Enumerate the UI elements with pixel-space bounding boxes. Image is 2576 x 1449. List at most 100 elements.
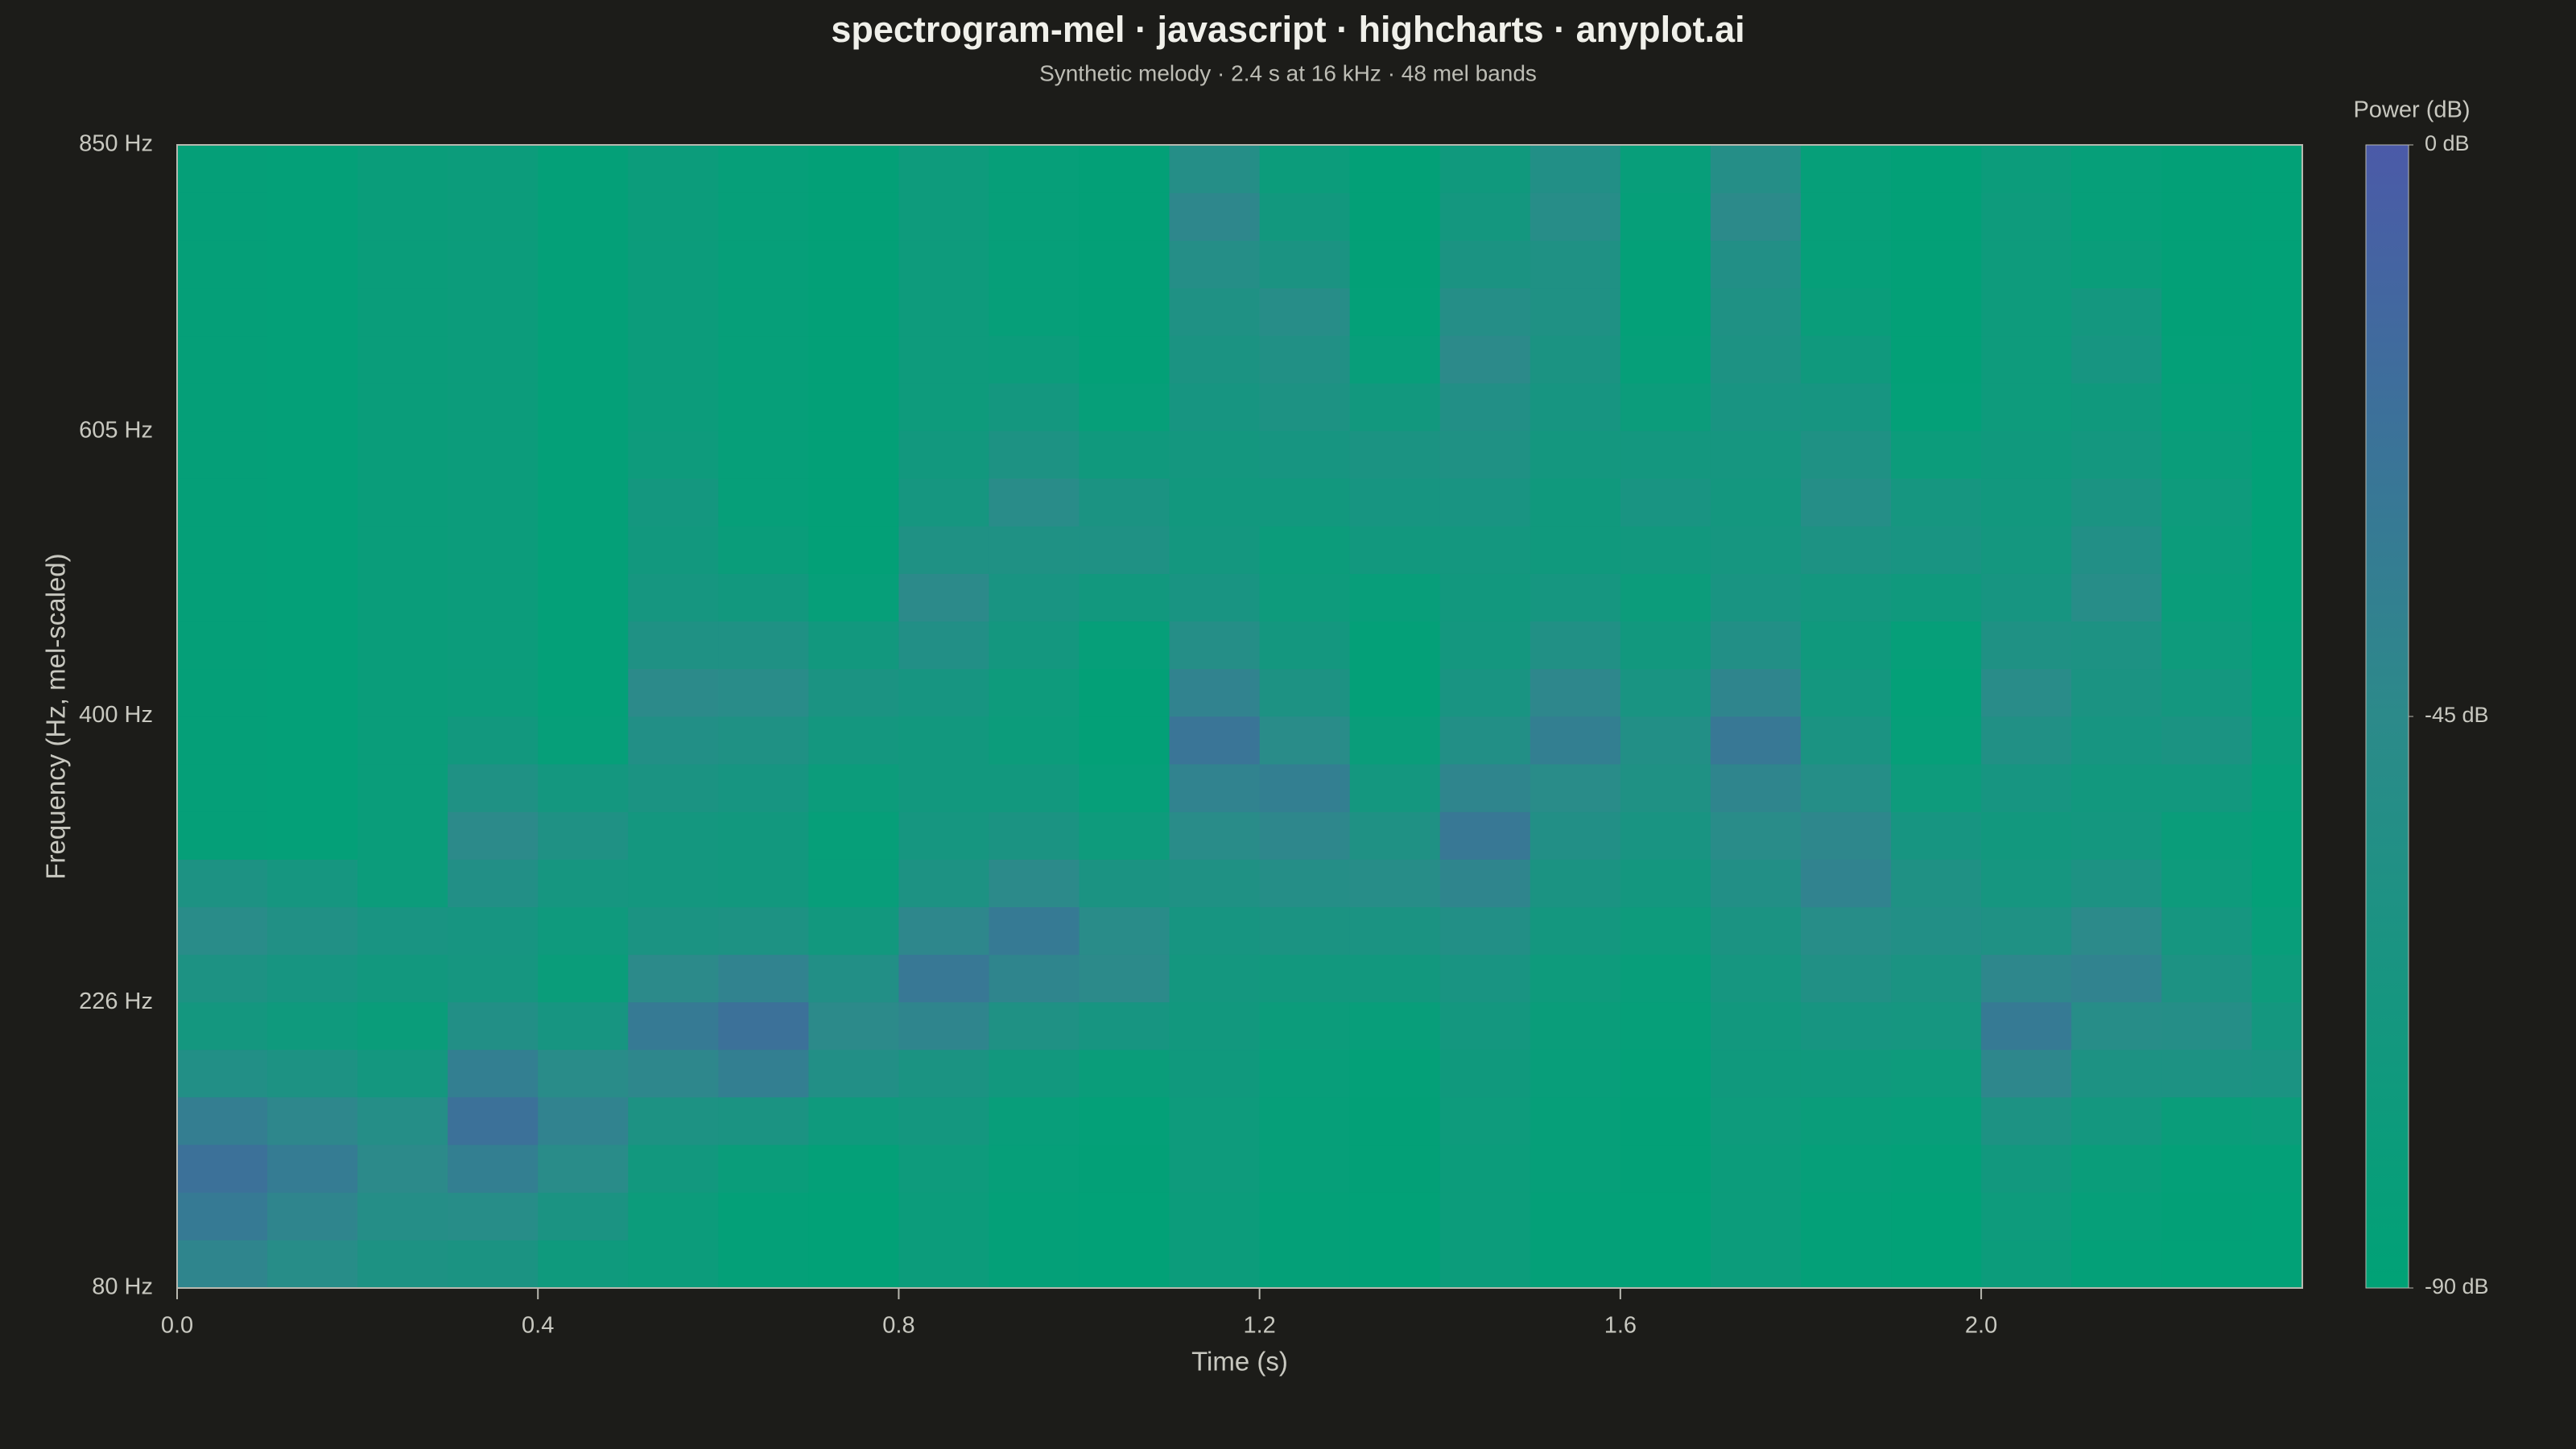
heatmap-cell — [1530, 430, 1621, 479]
heatmap-cell — [808, 621, 900, 670]
heatmap-cell — [1530, 811, 1621, 860]
heatmap-cell — [177, 145, 268, 193]
heatmap-cell — [2252, 668, 2303, 717]
heatmap-cell — [1259, 716, 1351, 765]
heatmap-cell — [1349, 1144, 1441, 1193]
heatmap-cell — [2252, 716, 2303, 765]
heatmap-cell — [1079, 906, 1170, 956]
heatmap-cell — [989, 1240, 1080, 1289]
heatmap-cell — [1620, 145, 1711, 193]
heatmap-cell — [357, 335, 448, 384]
heatmap-cell — [2071, 335, 2162, 384]
x-tick-label: 0.8 — [882, 1313, 914, 1339]
heatmap-cell — [1981, 145, 2072, 193]
heatmap-cell — [989, 716, 1080, 765]
heatmap-cell — [628, 240, 719, 289]
heatmap-cell — [808, 1001, 900, 1051]
heatmap-cell — [1079, 573, 1170, 622]
heatmap-cell — [1439, 1240, 1531, 1289]
heatmap-cell — [1710, 526, 1802, 574]
heatmap-cell — [628, 1049, 719, 1098]
heatmap-cell — [177, 192, 268, 241]
heatmap-cell — [357, 716, 448, 765]
heatmap-cell — [1891, 1240, 1982, 1289]
heatmap-cell — [1800, 287, 1892, 336]
heatmap-cell — [1349, 1240, 1441, 1289]
heatmap-cell — [538, 287, 629, 336]
heatmap-cell — [2252, 1049, 2303, 1098]
heatmap-cell — [357, 1144, 448, 1193]
heatmap-cell — [1530, 954, 1621, 1003]
heatmap-cell — [1710, 1144, 1802, 1193]
heatmap-cell — [448, 1049, 539, 1098]
heatmap-cell — [1439, 906, 1531, 956]
heatmap-cell — [1710, 192, 1802, 241]
heatmap-cell — [1800, 192, 1892, 241]
heatmap-cell — [538, 859, 629, 908]
heatmap-cell — [357, 859, 448, 908]
x-tick-label: 0.4 — [522, 1313, 554, 1339]
heatmap-cell — [1981, 906, 2072, 956]
heatmap-cell — [1530, 477, 1621, 526]
heatmap-cell — [1981, 1096, 2072, 1146]
heatmap-cell — [1981, 240, 2072, 289]
heatmap-cell — [538, 621, 629, 670]
heatmap-cell — [1710, 382, 1802, 431]
heatmap-cell — [1439, 763, 1531, 812]
heatmap-cell — [1259, 621, 1351, 670]
heatmap-cell — [448, 1096, 539, 1146]
heatmap-cell — [2161, 1192, 2252, 1241]
heatmap-cell — [898, 477, 990, 526]
heatmap-cell — [1891, 1192, 1982, 1241]
heatmap-cell — [1710, 716, 1802, 765]
heatmap-cell — [2252, 573, 2303, 622]
heatmap-cell — [1259, 1144, 1351, 1193]
heatmap-cell — [1981, 954, 2072, 1003]
heatmap-cell — [538, 811, 629, 860]
heatmap-cell — [2252, 477, 2303, 526]
heatmap-cell — [898, 906, 990, 956]
heatmap-cell — [1981, 763, 2072, 812]
heatmap-cell — [1710, 1001, 1802, 1051]
heatmap-cell — [1891, 811, 1982, 860]
heatmap-cell — [267, 145, 358, 193]
heatmap-cell — [1079, 1049, 1170, 1098]
heatmap-cell — [1710, 621, 1802, 670]
heatmap-cell — [718, 1144, 809, 1193]
heatmap-cell — [267, 763, 358, 812]
heatmap-cell — [1349, 906, 1441, 956]
heatmap-cell — [1800, 1240, 1892, 1289]
heatmap-cell — [898, 811, 990, 860]
heatmap-cell — [1349, 1049, 1441, 1098]
heatmap-cell — [1169, 287, 1261, 336]
heatmap-cell — [1891, 1144, 1982, 1193]
heatmap-cell — [2071, 1192, 2162, 1241]
heatmap-cell — [1349, 382, 1441, 431]
heatmap-cell — [538, 192, 629, 241]
heatmap-cell — [1981, 1192, 2072, 1241]
heatmap-cell — [1439, 621, 1531, 670]
heatmap-cell — [808, 906, 900, 956]
heatmap-cell — [1259, 335, 1351, 384]
colorbar-title: Power (dB) — [2353, 97, 2470, 123]
heatmap-cell — [1891, 335, 1982, 384]
heatmap-cell — [718, 335, 809, 384]
heatmap-cell — [1530, 1192, 1621, 1241]
heatmap-cell — [1891, 1001, 1982, 1051]
heatmap-cell — [448, 573, 539, 622]
heatmap-cell — [718, 145, 809, 193]
heatmap-cell — [2252, 145, 2303, 193]
heatmap-cell — [1169, 906, 1261, 956]
heatmap-cell — [177, 382, 268, 431]
heatmap-cell — [177, 573, 268, 622]
heatmap-cell — [177, 954, 268, 1003]
heatmap-cell — [1169, 763, 1261, 812]
heatmap-cell — [1169, 1001, 1261, 1051]
heatmap-cell — [1259, 145, 1351, 193]
heatmap-cell — [718, 240, 809, 289]
heatmap-cell — [1439, 526, 1531, 574]
heatmap-cell — [1079, 668, 1170, 717]
heatmap-cell — [628, 763, 719, 812]
heatmap-cell — [989, 763, 1080, 812]
heatmap-cell — [1891, 526, 1982, 574]
